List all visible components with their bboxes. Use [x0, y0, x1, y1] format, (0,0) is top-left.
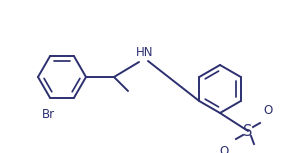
Text: O: O — [220, 145, 229, 153]
Text: Br: Br — [41, 108, 54, 121]
Text: O: O — [263, 104, 272, 117]
Text: HN: HN — [136, 46, 154, 59]
Text: S: S — [243, 123, 253, 138]
